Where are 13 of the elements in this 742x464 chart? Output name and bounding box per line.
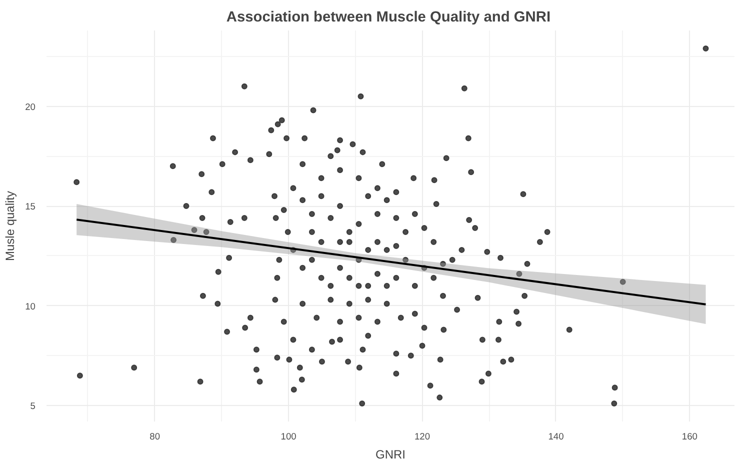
x-tick-label: 100 — [280, 432, 296, 442]
y-tick-label: 20 — [25, 102, 36, 112]
y-tick-label: 10 — [25, 301, 36, 312]
chart-title: Association between Muscle Quality and GNRI — [226, 10, 551, 26]
x-tick-label: 160 — [682, 432, 698, 442]
x-tick-label: 140 — [548, 432, 564, 442]
y-tick-label: 5 — [30, 401, 36, 412]
x-tick-label: 120 — [414, 432, 430, 442]
line-series — [76, 218, 707, 306]
y-axis-title: Musle quality — [3, 190, 18, 262]
x-tick-label: 80 — [150, 432, 160, 442]
y-tick-label: 15 — [25, 202, 36, 212]
x-axis-title: GNRI — [376, 448, 406, 462]
